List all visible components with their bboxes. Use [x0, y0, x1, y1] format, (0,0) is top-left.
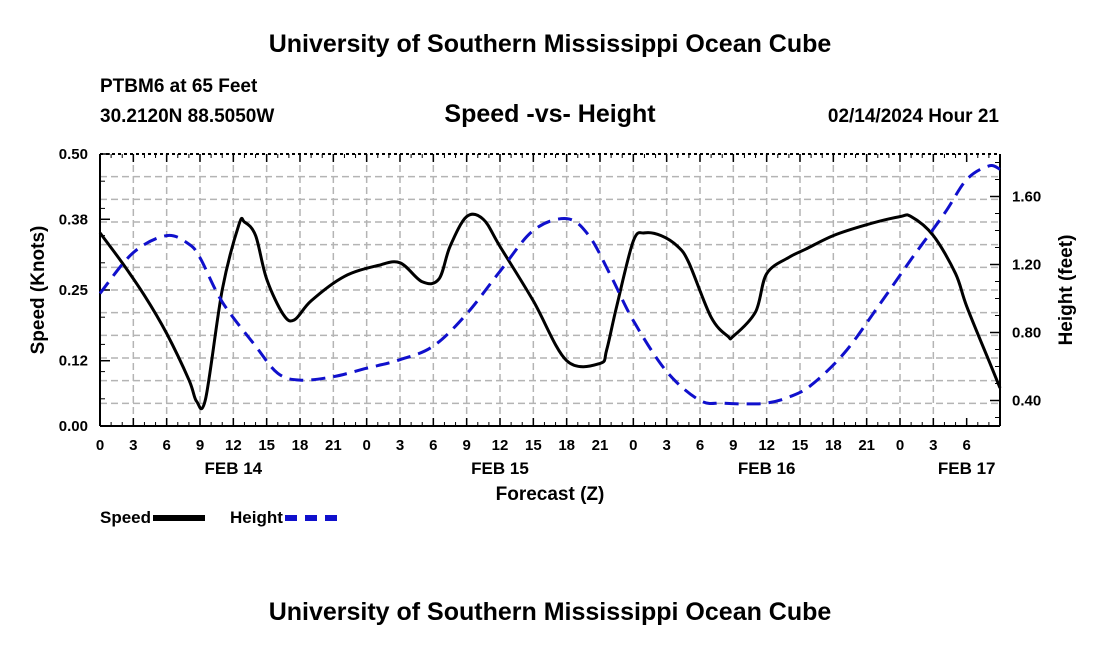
- y-axis-title: Speed (Knots): [28, 226, 49, 355]
- y2-tick-label: 1.60: [1012, 189, 1041, 206]
- x-tick-label: 3: [396, 437, 404, 454]
- x-tick-label: 6: [962, 437, 970, 454]
- x-tick-label: 15: [258, 437, 275, 454]
- x-tick-label: 18: [825, 437, 842, 454]
- x-tick-label: 9: [462, 437, 470, 454]
- date-label: FEB 16: [738, 459, 796, 478]
- x-tick-label: 6: [162, 437, 170, 454]
- legend-height-label: Height: [230, 508, 283, 527]
- y-tick-label: 0.50: [59, 146, 88, 163]
- x-tick-label: 6: [696, 437, 704, 454]
- x-tick-label: 15: [525, 437, 542, 454]
- height-series-line: [98, 164, 1001, 406]
- x-tick-label: 3: [929, 437, 937, 454]
- y2-tick-label: 0.80: [1012, 325, 1041, 342]
- x-tick-label: 21: [325, 437, 342, 454]
- page-title: University of Southern Mississippi Ocean…: [268, 30, 832, 58]
- x-tick-label: 3: [129, 437, 137, 454]
- chart-title: Speed -vs- Height: [444, 100, 656, 128]
- x-tick-label: 15: [792, 437, 809, 454]
- y2-tick-label: 1.20: [1012, 257, 1041, 274]
- x-tick-label: 0: [896, 437, 904, 454]
- x-tick-label: 12: [492, 437, 509, 454]
- legend-height-swatch: [284, 515, 337, 521]
- y-tick-label: 0.38: [59, 211, 88, 228]
- x-tick-label: 21: [858, 437, 875, 454]
- x-tick-label: 0: [362, 437, 370, 454]
- legend-height: Height: [230, 508, 337, 528]
- x-tick-label: 18: [558, 437, 575, 454]
- x-tick-label: 9: [729, 437, 737, 454]
- x-tick-label: 6: [429, 437, 437, 454]
- x-tick-label: 12: [225, 437, 242, 454]
- y-tick-label: 0.00: [59, 418, 88, 435]
- x-tick-label: 3: [662, 437, 670, 454]
- legend-speed: Speed: [100, 508, 206, 528]
- forecast-timestamp: 02/14/2024 Hour 21: [827, 106, 999, 127]
- y2-axis-title: Height (feet): [1056, 235, 1077, 346]
- date-label: FEB 15: [471, 459, 529, 478]
- y-tick-label: 0.25: [59, 282, 88, 299]
- x-tick-label: 0: [96, 437, 104, 454]
- date-label: FEB 17: [938, 459, 996, 478]
- y-tick-label: 0.12: [59, 353, 88, 370]
- x-tick-label: 0: [629, 437, 637, 454]
- station-label: PTBM6 at 65 Feet: [100, 76, 258, 97]
- x-tick-label: 12: [758, 437, 775, 454]
- x-tick-label: 21: [592, 437, 609, 454]
- legend-speed-swatch: [153, 515, 206, 521]
- speed-series-line: [98, 212, 1002, 411]
- station-coordinates: 30.2120N 88.5050W: [100, 106, 275, 127]
- footer-title: University of Southern Mississippi Ocean…: [268, 598, 832, 626]
- y2-tick-label: 0.40: [1012, 393, 1041, 410]
- x-tick-label: 9: [196, 437, 204, 454]
- x-tick-label: 18: [292, 437, 309, 454]
- legend-speed-label: Speed: [100, 508, 152, 527]
- x-axis-title: Forecast (Z): [496, 484, 605, 505]
- date-label: FEB 14: [205, 459, 263, 478]
